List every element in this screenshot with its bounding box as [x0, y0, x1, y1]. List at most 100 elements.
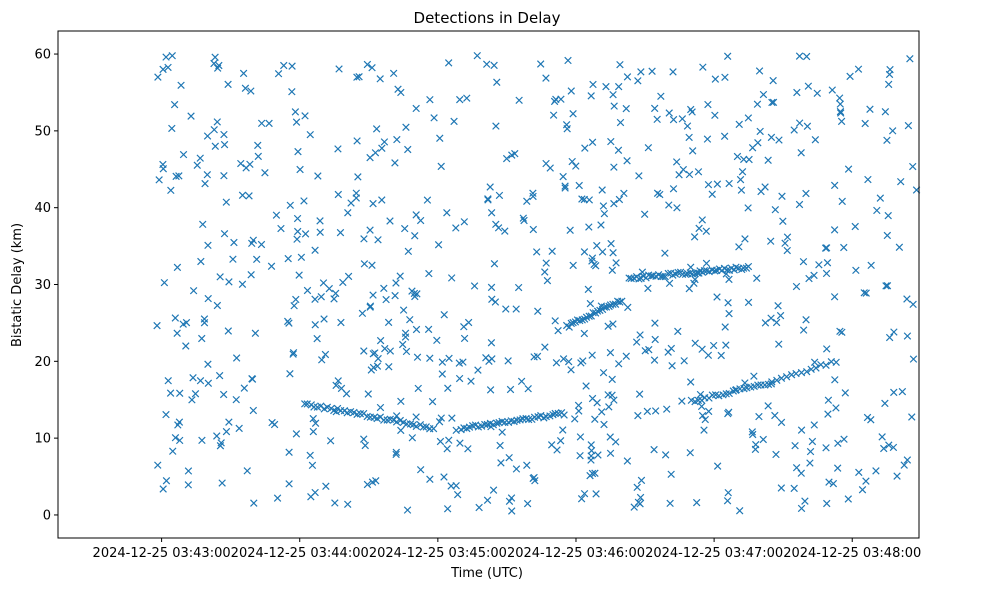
data-point [364, 390, 373, 398]
data-point [672, 158, 681, 166]
data-point [360, 260, 369, 268]
data-point [257, 240, 266, 249]
data-point [803, 367, 811, 376]
data-point [493, 419, 501, 427]
data-point [513, 416, 521, 424]
data-point [313, 334, 321, 343]
data-point [249, 406, 258, 415]
data-point [284, 317, 292, 326]
data-point [376, 403, 385, 412]
data-point [569, 318, 577, 327]
data-point [495, 191, 504, 200]
data-point [596, 306, 604, 315]
data-point [201, 179, 209, 188]
data-point [777, 374, 786, 382]
data-point [867, 261, 875, 270]
data-point [650, 104, 659, 113]
data-point [860, 289, 868, 297]
data-point [846, 72, 854, 81]
data-point [648, 67, 656, 75]
data-point [189, 374, 197, 382]
data-point [897, 177, 905, 186]
data-point [238, 280, 247, 288]
data-point [591, 469, 599, 477]
data-point [723, 497, 732, 505]
y-axis-label: Bistatic Delay (km) [10, 223, 25, 347]
data-point [609, 249, 617, 257]
data-point [806, 459, 814, 467]
data-point [551, 409, 559, 418]
data-point [810, 421, 819, 429]
data-point [389, 69, 398, 78]
data-point [753, 274, 761, 282]
data-point [220, 171, 228, 180]
data-point [776, 311, 785, 320]
data-point [609, 320, 617, 328]
data-point [440, 473, 448, 481]
data-point [876, 194, 885, 202]
data-point [797, 149, 805, 157]
data-point [189, 286, 198, 295]
data-point [203, 170, 212, 179]
data-point [408, 434, 417, 442]
data-point [450, 117, 458, 126]
data-point [296, 165, 304, 174]
data-point [593, 241, 601, 250]
data-point [578, 316, 586, 324]
data-point [550, 97, 559, 106]
data-point [154, 461, 162, 469]
data-point [440, 311, 448, 319]
data-point [502, 305, 510, 313]
data-points [153, 51, 921, 515]
data-point [443, 505, 452, 513]
data-point [838, 328, 846, 337]
data-point [571, 415, 579, 423]
data-point [532, 248, 541, 256]
data-point [542, 259, 550, 267]
data-point [310, 403, 318, 411]
data-point [489, 486, 498, 494]
data-point [325, 284, 333, 293]
data-point [904, 121, 913, 130]
data-point [184, 467, 193, 475]
data-point [353, 73, 361, 81]
data-point [674, 327, 682, 336]
data-point [554, 326, 562, 335]
data-point [402, 347, 411, 356]
data-point [771, 205, 780, 214]
data-point [802, 316, 810, 324]
data-point [569, 110, 577, 118]
data-point [437, 414, 446, 422]
data-point [575, 407, 583, 415]
data-point [669, 185, 678, 193]
data-point [219, 390, 228, 399]
data-point [159, 65, 167, 74]
data-point [541, 268, 549, 276]
data-point [688, 147, 697, 155]
data-point [627, 274, 635, 283]
data-point [534, 307, 542, 315]
data-point [316, 217, 324, 225]
data-point [690, 233, 699, 241]
data-point [506, 385, 515, 394]
data-point [173, 263, 182, 272]
data-point [265, 119, 273, 128]
data-point [698, 411, 707, 420]
data-point [504, 357, 512, 365]
data-point [767, 314, 775, 322]
data-point [261, 168, 269, 177]
data-point [725, 309, 733, 318]
data-point [332, 381, 340, 390]
data-point [895, 243, 904, 251]
data-point [252, 255, 261, 264]
data-point [487, 339, 496, 347]
data-point [162, 476, 171, 485]
data-point [336, 228, 345, 237]
data-point [488, 355, 496, 363]
data-point [173, 329, 181, 337]
data-point [397, 88, 405, 97]
data-point [285, 480, 293, 488]
data-point [508, 151, 516, 159]
data-point [496, 441, 504, 450]
